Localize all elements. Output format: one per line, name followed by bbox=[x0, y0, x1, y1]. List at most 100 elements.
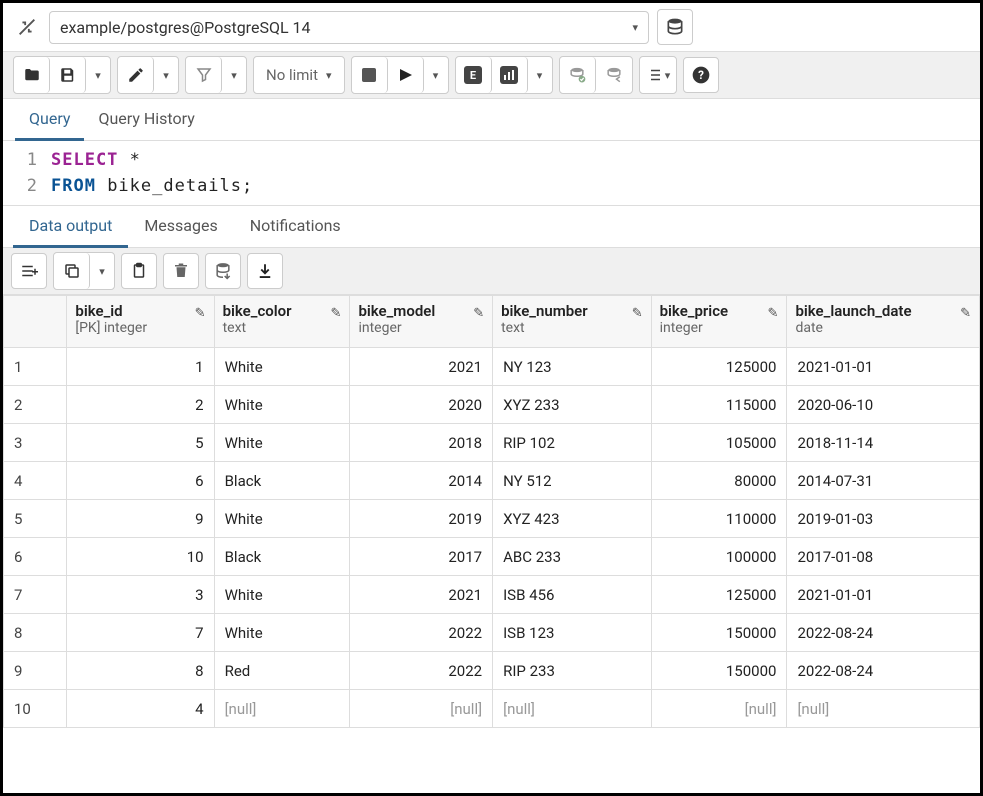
cell[interactable]: 105000 bbox=[651, 424, 787, 462]
cell[interactable]: White bbox=[214, 386, 350, 424]
table-row[interactable]: 87White2022ISB 1231500002022-08-24 bbox=[4, 614, 980, 652]
cell[interactable]: 2022 bbox=[350, 652, 493, 690]
cell[interactable]: 2021-01-01 bbox=[787, 348, 980, 386]
delete-button[interactable] bbox=[163, 253, 199, 289]
cell[interactable]: [null] bbox=[787, 690, 980, 728]
table-row[interactable]: 46Black2014NY 512800002014-07-31 bbox=[4, 462, 980, 500]
rollback-button[interactable] bbox=[596, 57, 632, 93]
cell[interactable]: 2018-11-14 bbox=[787, 424, 980, 462]
cell[interactable]: ISB 123 bbox=[493, 614, 652, 652]
cell[interactable]: [null] bbox=[214, 690, 350, 728]
cell[interactable]: [null] bbox=[651, 690, 787, 728]
copy-dropdown[interactable]: ▾ bbox=[90, 253, 114, 289]
column-header[interactable]: bike_numbertext✎ bbox=[493, 296, 652, 348]
cell[interactable]: White bbox=[214, 576, 350, 614]
cell[interactable]: White bbox=[214, 348, 350, 386]
tab-query-history[interactable]: Query History bbox=[84, 99, 208, 140]
filter-dropdown[interactable]: ▾ bbox=[222, 57, 246, 93]
cell[interactable]: NY 512 bbox=[493, 462, 652, 500]
cell[interactable]: Red bbox=[214, 652, 350, 690]
download-button[interactable] bbox=[247, 253, 283, 289]
cell[interactable]: NY 123 bbox=[493, 348, 652, 386]
table-row[interactable]: 35White2018RIP 1021050002018-11-14 bbox=[4, 424, 980, 462]
sql-editor[interactable]: 1 2 SELECT * FROM bike_details; bbox=[3, 141, 980, 205]
cell[interactable]: 2019 bbox=[350, 500, 493, 538]
cell[interactable]: 2 bbox=[67, 386, 214, 424]
cell[interactable]: 150000 bbox=[651, 614, 787, 652]
cell[interactable]: 2022-08-24 bbox=[787, 614, 980, 652]
table-row[interactable]: 59White2019XYZ 4231100002019-01-03 bbox=[4, 500, 980, 538]
cell[interactable]: 7 bbox=[67, 614, 214, 652]
column-header[interactable]: bike_priceinteger✎ bbox=[651, 296, 787, 348]
cell[interactable]: 4 bbox=[67, 690, 214, 728]
cell[interactable]: XYZ 423 bbox=[493, 500, 652, 538]
add-row-button[interactable] bbox=[11, 253, 47, 289]
cell[interactable]: 2020 bbox=[350, 386, 493, 424]
cell[interactable]: White bbox=[214, 500, 350, 538]
cell[interactable]: White bbox=[214, 614, 350, 652]
cell[interactable]: [null] bbox=[493, 690, 652, 728]
cell[interactable]: 125000 bbox=[651, 576, 787, 614]
stop-button[interactable] bbox=[352, 57, 388, 93]
cell[interactable]: 2021 bbox=[350, 348, 493, 386]
cell[interactable]: 9 bbox=[67, 500, 214, 538]
cell[interactable]: ISB 456 bbox=[493, 576, 652, 614]
cell[interactable]: 150000 bbox=[651, 652, 787, 690]
connection-select[interactable]: example/postgres@PostgreSQL 14 ▾ bbox=[49, 11, 649, 44]
tab-notifications[interactable]: Notifications bbox=[234, 206, 357, 247]
cell[interactable]: XYZ 233 bbox=[493, 386, 652, 424]
explain-analyze-button[interactable] bbox=[492, 57, 528, 93]
table-row[interactable]: 73White2021ISB 4561250002021-01-01 bbox=[4, 576, 980, 614]
limit-select[interactable]: No limit▾ bbox=[254, 57, 344, 93]
cell[interactable]: 2018 bbox=[350, 424, 493, 462]
cell[interactable]: 2021-01-01 bbox=[787, 576, 980, 614]
explain-dropdown[interactable]: ▾ bbox=[528, 57, 552, 93]
cell[interactable]: 80000 bbox=[651, 462, 787, 500]
cell[interactable]: [null] bbox=[350, 690, 493, 728]
cell[interactable]: 10 bbox=[67, 538, 214, 576]
database-button[interactable] bbox=[657, 9, 693, 45]
cell[interactable]: 6 bbox=[67, 462, 214, 500]
cell[interactable]: White bbox=[214, 424, 350, 462]
table-row[interactable]: 104[null][null][null][null][null] bbox=[4, 690, 980, 728]
cell[interactable]: RIP 102 bbox=[493, 424, 652, 462]
cell[interactable]: 2021 bbox=[350, 576, 493, 614]
cell[interactable]: 2019-01-03 bbox=[787, 500, 980, 538]
cell[interactable]: 2022 bbox=[350, 614, 493, 652]
cell[interactable]: 125000 bbox=[651, 348, 787, 386]
cell[interactable]: 3 bbox=[67, 576, 214, 614]
help-button[interactable]: ? bbox=[683, 57, 719, 93]
cell[interactable]: 110000 bbox=[651, 500, 787, 538]
execute-button[interactable] bbox=[388, 57, 424, 93]
cell[interactable]: Black bbox=[214, 462, 350, 500]
cell[interactable]: ABC 233 bbox=[493, 538, 652, 576]
cell[interactable]: 8 bbox=[67, 652, 214, 690]
cell[interactable]: 115000 bbox=[651, 386, 787, 424]
open-file-button[interactable] bbox=[14, 57, 50, 93]
cell[interactable]: 2020-06-10 bbox=[787, 386, 980, 424]
column-header[interactable]: bike_modelinteger✎ bbox=[350, 296, 493, 348]
explain-button[interactable]: E bbox=[456, 57, 492, 93]
filter-button[interactable] bbox=[186, 57, 222, 93]
save-data-button[interactable] bbox=[205, 253, 241, 289]
copy-button[interactable] bbox=[54, 253, 90, 289]
column-header[interactable]: bike_launch_datedate✎ bbox=[787, 296, 980, 348]
cell[interactable]: 5 bbox=[67, 424, 214, 462]
macros-button[interactable]: ▾ bbox=[640, 57, 676, 93]
tab-messages[interactable]: Messages bbox=[128, 206, 233, 247]
cell[interactable]: 2022-08-24 bbox=[787, 652, 980, 690]
table-row[interactable]: 11White2021NY 1231250002021-01-01 bbox=[4, 348, 980, 386]
execute-dropdown[interactable]: ▾ bbox=[424, 57, 448, 93]
column-header[interactable]: bike_colortext✎ bbox=[214, 296, 350, 348]
edit-dropdown[interactable]: ▾ bbox=[154, 57, 178, 93]
cell[interactable]: 2014 bbox=[350, 462, 493, 500]
commit-button[interactable] bbox=[560, 57, 596, 93]
cell[interactable]: 2014-07-31 bbox=[787, 462, 980, 500]
cell[interactable]: Black bbox=[214, 538, 350, 576]
table-row[interactable]: 22White2020XYZ 2331150002020-06-10 bbox=[4, 386, 980, 424]
tab-data-output[interactable]: Data output bbox=[13, 206, 128, 248]
table-row[interactable]: 98Red2022RIP 2331500002022-08-24 bbox=[4, 652, 980, 690]
cell[interactable]: 100000 bbox=[651, 538, 787, 576]
save-button[interactable] bbox=[50, 57, 86, 93]
paste-button[interactable] bbox=[121, 253, 157, 289]
